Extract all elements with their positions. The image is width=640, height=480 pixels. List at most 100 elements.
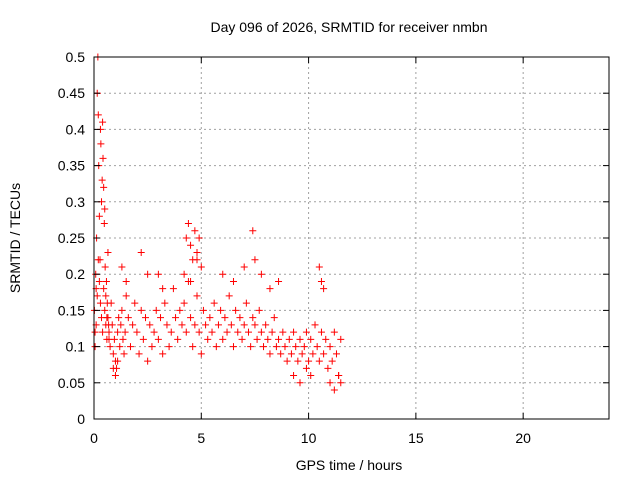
data-point bbox=[307, 335, 315, 343]
data-point bbox=[178, 321, 186, 329]
data-point bbox=[287, 350, 295, 358]
axis-ticks bbox=[93, 56, 609, 420]
data-point bbox=[317, 277, 325, 285]
data-point bbox=[101, 306, 109, 314]
data-point bbox=[117, 321, 125, 329]
x-tick-labels: 0 5 10 15 20 bbox=[90, 430, 531, 446]
data-point bbox=[97, 140, 105, 148]
data-point bbox=[176, 306, 184, 314]
data-points bbox=[90, 53, 345, 394]
data-point bbox=[315, 357, 323, 365]
data-point bbox=[223, 328, 231, 336]
data-point bbox=[101, 263, 109, 271]
data-point bbox=[290, 328, 298, 336]
data-point bbox=[114, 357, 122, 365]
data-point bbox=[266, 285, 274, 293]
data-point bbox=[326, 343, 334, 351]
x-tick-label: 5 bbox=[197, 430, 205, 446]
data-point bbox=[242, 299, 250, 307]
data-point bbox=[142, 314, 149, 322]
data-point bbox=[315, 263, 323, 271]
x-tick-label: 10 bbox=[301, 430, 317, 446]
data-point bbox=[118, 263, 126, 271]
data-point bbox=[320, 350, 328, 358]
data-point bbox=[262, 321, 270, 329]
data-point bbox=[172, 314, 180, 322]
data-point bbox=[139, 335, 147, 343]
data-point bbox=[122, 277, 130, 285]
data-point bbox=[217, 306, 225, 314]
data-point bbox=[189, 343, 197, 351]
data-point bbox=[302, 364, 310, 372]
data-point bbox=[311, 321, 319, 329]
data-point bbox=[257, 328, 265, 336]
data-point bbox=[285, 335, 293, 343]
data-point bbox=[133, 328, 141, 336]
data-point bbox=[275, 335, 283, 343]
data-point bbox=[191, 227, 199, 235]
data-point bbox=[193, 256, 201, 264]
y-tick-label: 0.45 bbox=[58, 85, 85, 101]
data-point bbox=[98, 176, 106, 184]
y-tick-label: 0.05 bbox=[58, 375, 85, 391]
data-point bbox=[144, 270, 152, 278]
data-point bbox=[163, 321, 171, 329]
grid bbox=[94, 57, 609, 419]
data-point bbox=[104, 248, 112, 256]
data-point bbox=[199, 306, 207, 314]
data-point bbox=[135, 350, 143, 358]
data-point bbox=[104, 314, 112, 322]
x-tick-label: 15 bbox=[408, 430, 424, 446]
data-point bbox=[174, 335, 182, 343]
data-point bbox=[99, 118, 107, 126]
data-point bbox=[182, 234, 190, 242]
data-point bbox=[247, 343, 255, 351]
data-point bbox=[212, 343, 220, 351]
data-point bbox=[165, 343, 173, 351]
data-point bbox=[208, 328, 216, 336]
data-point bbox=[98, 314, 106, 322]
data-point bbox=[108, 321, 116, 329]
data-point bbox=[214, 321, 222, 329]
data-point bbox=[93, 292, 101, 300]
data-point bbox=[182, 328, 190, 336]
data-point bbox=[100, 220, 108, 228]
data-point bbox=[238, 335, 246, 343]
data-point bbox=[126, 343, 134, 351]
data-point bbox=[202, 321, 210, 329]
data-point bbox=[195, 234, 203, 242]
data-point bbox=[266, 350, 274, 358]
data-point bbox=[328, 357, 336, 365]
data-point bbox=[144, 357, 152, 365]
data-point bbox=[122, 292, 130, 300]
data-point bbox=[236, 314, 244, 322]
data-point bbox=[279, 328, 287, 336]
data-point bbox=[294, 357, 302, 365]
data-point bbox=[227, 321, 235, 329]
data-point bbox=[110, 335, 118, 343]
data-point bbox=[118, 306, 126, 314]
y-tick-label: 0.2 bbox=[66, 266, 86, 282]
data-point bbox=[272, 343, 280, 351]
data-point bbox=[184, 220, 192, 228]
data-point bbox=[253, 335, 261, 343]
data-point bbox=[193, 248, 201, 256]
data-point bbox=[99, 154, 107, 162]
data-point bbox=[240, 263, 248, 271]
y-tick-label: 0.4 bbox=[66, 121, 86, 137]
y-tick-label: 0.3 bbox=[66, 194, 86, 210]
data-point bbox=[232, 306, 240, 314]
data-point bbox=[313, 343, 321, 351]
data-point bbox=[193, 292, 201, 300]
data-point bbox=[111, 372, 119, 380]
data-point bbox=[296, 379, 304, 387]
data-point bbox=[221, 314, 229, 322]
data-point bbox=[317, 328, 325, 336]
data-point bbox=[100, 285, 108, 293]
y-tick-label: 0.15 bbox=[58, 302, 85, 318]
y-tick-labels: 0 0.05 0.1 0.15 0.2 0.25 0.3 0.35 0.4 0.45 0.5 bbox=[58, 49, 85, 427]
y-tick-label: 0.35 bbox=[58, 158, 85, 174]
data-point bbox=[94, 256, 102, 264]
data-point bbox=[206, 314, 214, 322]
x-axis-label: GPS time / hours bbox=[296, 457, 403, 473]
